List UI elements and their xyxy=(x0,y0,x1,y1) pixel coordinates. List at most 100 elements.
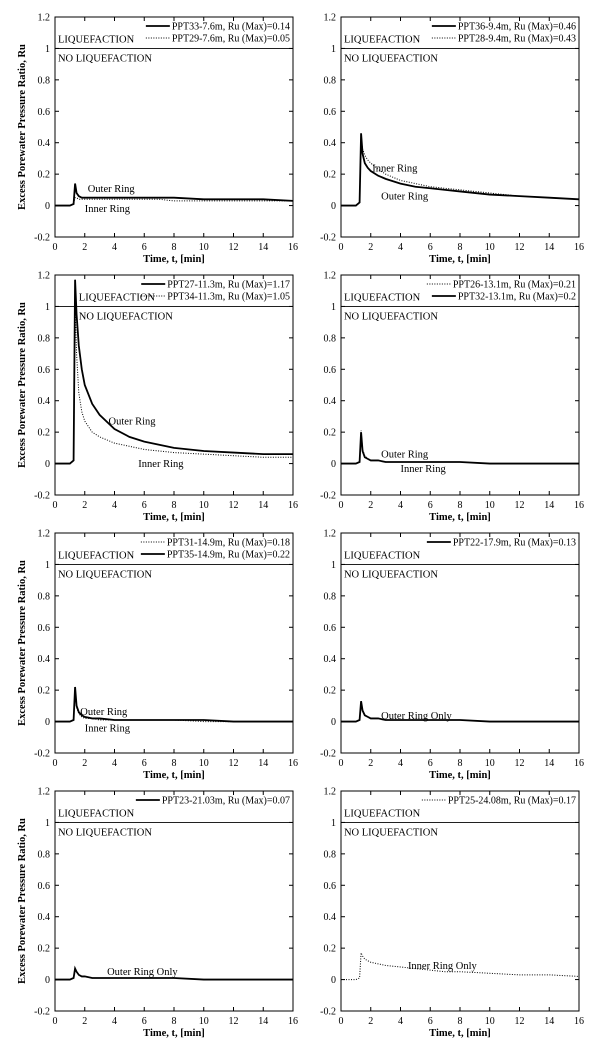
y-axis-label: Excess Porewater Pressure Ratio, Ru xyxy=(17,818,28,984)
y-tick-label: 0.2 xyxy=(324,170,337,181)
y-tick-label: 0.8 xyxy=(38,75,51,86)
plot-frame xyxy=(340,790,580,1012)
y-tick-label: 0 xyxy=(45,717,50,728)
y-tick-label: 0.4 xyxy=(38,138,51,149)
annotation: Outer Ring xyxy=(80,707,128,718)
annotation: NO LIQUEFACTION xyxy=(344,827,438,838)
y-tick-label: 0.4 xyxy=(38,396,51,407)
x-tick-label: 14 xyxy=(258,1016,268,1027)
legend-label: PPT35-14.9m, Ru (Max)=0.22 xyxy=(167,550,290,561)
x-tick-label: 6 xyxy=(428,758,433,769)
y-tick-label: -0.2 xyxy=(34,1007,50,1018)
x-tick-label: 14 xyxy=(544,500,554,511)
x-tick-label: 4 xyxy=(112,1016,117,1027)
x-tick-label: 12 xyxy=(229,500,239,511)
series-line xyxy=(55,686,293,723)
series-line xyxy=(55,965,293,981)
y-tick-label: 0 xyxy=(331,717,336,728)
x-tick-label: 2 xyxy=(368,758,373,769)
y-tick-label: 0.8 xyxy=(324,75,337,86)
x-tick-label: 12 xyxy=(229,758,239,769)
y-tick-label: 1.2 xyxy=(324,271,337,282)
y-tick-label: -0.2 xyxy=(34,491,50,502)
y-tick-label: -0.2 xyxy=(320,233,336,244)
x-tick-label: 12 xyxy=(229,1016,239,1027)
series-line xyxy=(55,183,294,207)
x-tick-label: 4 xyxy=(398,242,403,253)
x-axis-label: Time, t, [min] xyxy=(143,254,205,265)
y-tick-label: 0.4 xyxy=(38,912,51,923)
y-tick-label: 0.8 xyxy=(324,333,337,344)
x-tick-label: 6 xyxy=(428,1016,433,1027)
legend-label: PPT25-24.08m, Ru (Max)=0.17 xyxy=(448,796,576,807)
y-tick-label: -0.2 xyxy=(320,1007,336,1018)
x-tick-label: 10 xyxy=(485,500,495,511)
annotation: NO LIQUEFACTION xyxy=(344,53,438,64)
y-tick-label: 0.6 xyxy=(324,881,337,892)
y-tick-label: 0.6 xyxy=(324,365,337,376)
x-tick-label: 14 xyxy=(258,758,268,769)
y-tick-label: 1.2 xyxy=(38,529,51,540)
annotation: Inner Ring xyxy=(138,459,184,470)
x-tick-label: 6 xyxy=(142,500,147,511)
y-tick-label: 0 xyxy=(45,201,50,212)
x-axis-label: Time, t, [min] xyxy=(143,512,205,523)
x-tick-label: 6 xyxy=(428,500,433,511)
annotation: Inner Ring Only xyxy=(408,961,478,972)
y-tick-label: 0.8 xyxy=(38,849,51,860)
x-tick-label: 12 xyxy=(515,500,525,511)
annotation: LIQUEFACTION xyxy=(79,293,156,304)
x-tick-label: 2 xyxy=(82,1016,87,1027)
y-tick-label: 0.6 xyxy=(324,623,337,634)
x-tick-label: 0 xyxy=(339,242,344,253)
x-tick-label: 10 xyxy=(199,500,209,511)
annotation: Outer Ring xyxy=(88,184,136,195)
x-tick-label: 14 xyxy=(258,500,268,511)
y-tick-label: 1 xyxy=(331,302,336,313)
panel: -0.200.20.40.60.811.20 2 4 6 8 10 12 14 16Time, … xyxy=(320,529,584,782)
legend-label: PPT33-7.6m, Ru (Max)=0.14 xyxy=(172,22,290,33)
panel: -0.200.20.40.60.811.20 2 4 6 8 10 12 14 16Time, … xyxy=(320,13,584,266)
y-tick-label: 0.8 xyxy=(38,333,51,344)
y-tick-label: 0.2 xyxy=(38,428,51,439)
x-tick-label: 4 xyxy=(398,758,403,769)
y-tick-label: -0.2 xyxy=(34,233,50,244)
y-tick-label: 1 xyxy=(45,560,50,571)
x-tick-label: 0 xyxy=(53,500,58,511)
legend-label: PPT31-14.9m, Ru (Max)=0.18 xyxy=(167,538,290,549)
x-tick-label: 0 xyxy=(53,758,58,769)
legend-label: PPT32-13.1m, Ru (Max)=0.2 xyxy=(458,292,576,303)
y-tick-label: 0.2 xyxy=(324,944,337,955)
annotation: LIQUEFACTION xyxy=(58,809,135,820)
annotation: Outer Ring xyxy=(381,192,429,203)
x-tick-label: 0 xyxy=(53,242,58,253)
x-tick-label: 10 xyxy=(199,242,209,253)
y-tick-label: 1 xyxy=(45,302,50,313)
panel: -0.200.20.40.60.811.20 2 4 6 8 10 12 14 16Time, … xyxy=(320,787,584,1040)
y-tick-label: 1.2 xyxy=(324,13,337,24)
y-axis-label: Excess Porewater Pressure Ratio, Ru xyxy=(17,302,28,468)
panel: -0.200.20.40.60.811.20 2 4 6 8 10 12 14 16Time, … xyxy=(17,271,298,524)
legend-label: PPT26-13.1m, Ru (Max)=0.21 xyxy=(453,280,576,291)
panel: -0.200.20.40.60.811.20 2 4 6 8 10 12 14 16Time, … xyxy=(17,13,298,266)
y-tick-label: 0.4 xyxy=(324,912,337,923)
series-line xyxy=(55,298,293,465)
y-tick-label: 0.8 xyxy=(324,849,337,860)
legend-label: PPT27-11.3m, Ru (Max)=1.17 xyxy=(167,280,290,291)
annotation: Inner Ring xyxy=(372,163,418,174)
annotation: NO LIQUEFACTION xyxy=(58,569,152,580)
annotation: Outer Ring xyxy=(381,450,429,461)
x-tick-label: 16 xyxy=(574,1016,584,1027)
y-tick-label: 0.4 xyxy=(324,138,337,149)
y-tick-label: 0.4 xyxy=(324,654,337,665)
series-line xyxy=(341,952,580,981)
y-tick-label: 1.2 xyxy=(38,13,51,24)
x-axis-label: Time, t, [min] xyxy=(429,770,491,781)
x-tick-label: 16 xyxy=(574,500,584,511)
y-tick-label: 0.4 xyxy=(38,654,51,665)
annotation: LIQUEFACTION xyxy=(58,35,135,46)
x-tick-label: 8 xyxy=(172,500,177,511)
x-tick-label: 14 xyxy=(258,242,268,253)
annotation: NO LIQUEFACTION xyxy=(344,311,438,322)
